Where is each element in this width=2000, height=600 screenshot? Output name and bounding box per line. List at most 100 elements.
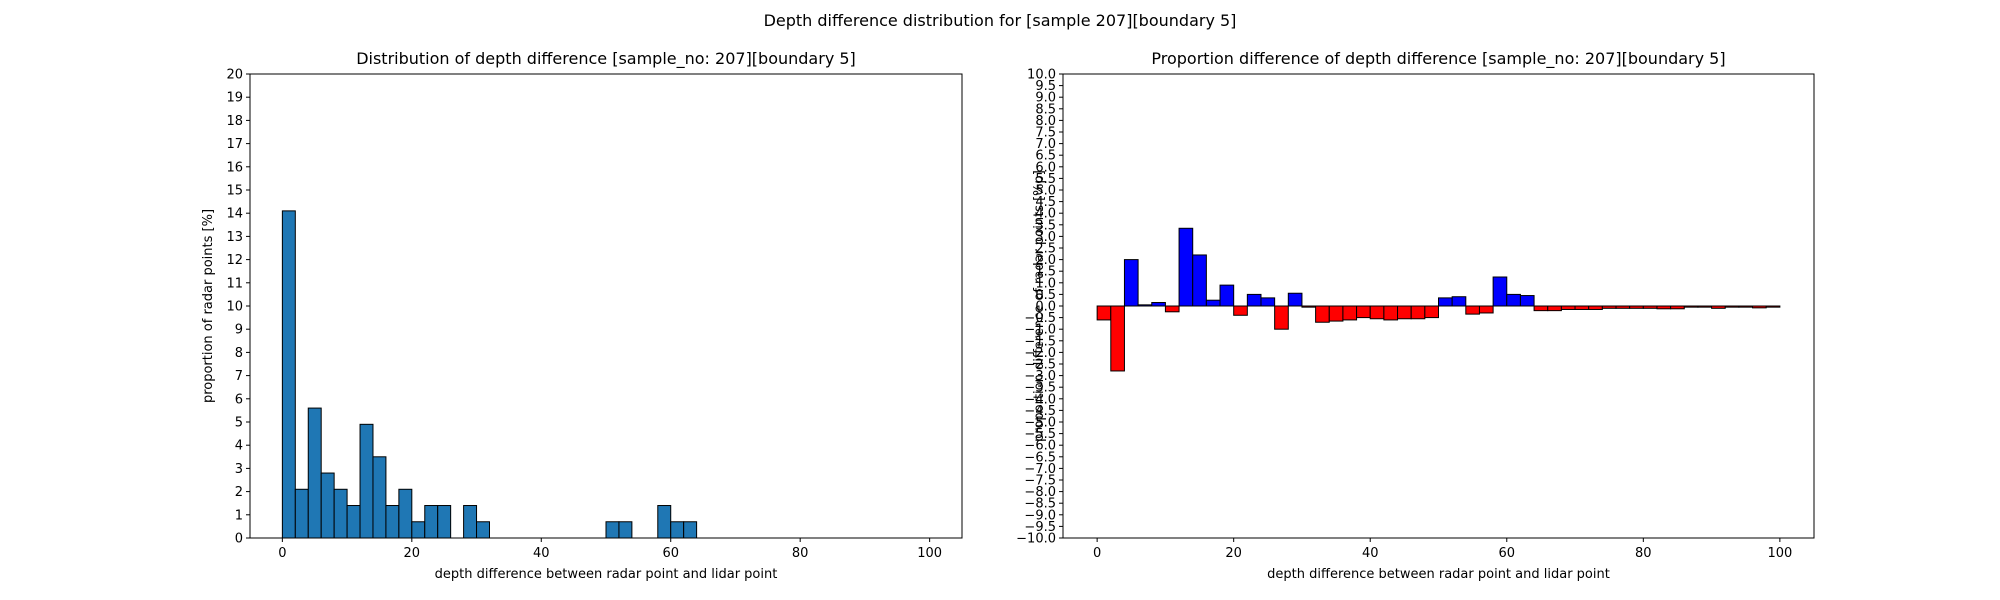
bar-50 (1438, 297, 1453, 307)
y-tick-label: 9 (235, 323, 243, 338)
y-tick-label: −2.0 (1024, 346, 1056, 361)
bar-2 (1110, 305, 1125, 372)
bar-46 (1410, 305, 1426, 320)
y-tick-label: 5.0 (1035, 184, 1056, 199)
bar-22 (424, 505, 439, 539)
y-tick-label: 3 (235, 462, 243, 477)
y-tick-label: 13 (226, 230, 243, 245)
bar-10 (1164, 305, 1180, 313)
y-tick-label: 11 (226, 276, 243, 291)
bar-4 (307, 407, 322, 539)
y-tick-label: −3.5 (1024, 381, 1056, 396)
y-tick-label: 1.0 (1035, 276, 1056, 291)
y-tick-label: −2.5 (1024, 358, 1056, 373)
bar-20 (1233, 305, 1248, 316)
bar-60 (670, 521, 685, 539)
bar-18 (398, 488, 413, 539)
y-tick-label: −6.5 (1024, 450, 1056, 465)
y-tick-label: 4.0 (1035, 207, 1056, 222)
x-tick-label: 40 (533, 546, 550, 561)
y-tick-label: 7.5 (1035, 126, 1056, 141)
bar-98 (1765, 305, 1781, 308)
bar-90 (1711, 305, 1726, 309)
y-tick-label: 9.0 (1035, 91, 1056, 106)
bar-42 (1383, 305, 1399, 321)
bar-54 (1465, 305, 1480, 315)
y-tick-label: 9.5 (1035, 79, 1056, 94)
bar-10 (346, 505, 361, 539)
x-tick-label: 80 (1635, 546, 1652, 561)
y-tick-label: 1.5 (1035, 265, 1056, 280)
distribution-chart: Distribution of depth difference [sample… (201, 49, 963, 582)
y-tick-label: 14 (226, 207, 243, 222)
y-tick-label: 4 (235, 439, 243, 454)
bar-12 (1178, 227, 1194, 307)
y-tick-label: −10.0 (1016, 532, 1056, 547)
bar-70 (1574, 305, 1590, 310)
bar-26 (1274, 305, 1289, 330)
bar-62 (683, 521, 698, 539)
bar-82 (1656, 305, 1672, 310)
y-tick-label: 3.5 (1035, 218, 1056, 233)
bar-2 (294, 488, 309, 539)
bar-28 (463, 505, 478, 539)
y-tick-label: −8.0 (1024, 485, 1056, 500)
bar-76 (1615, 305, 1631, 309)
bar-52 (1451, 296, 1467, 307)
y-tick-label: 7 (235, 369, 243, 384)
y-tick-label: 20 (226, 68, 243, 83)
y-tick-label: −4.0 (1024, 392, 1056, 407)
bar-8 (333, 488, 348, 539)
y-tick-label: 19 (226, 91, 243, 106)
bar-30 (476, 521, 490, 539)
x-tick-label: 60 (1498, 546, 1515, 561)
bar-36 (1342, 305, 1358, 321)
bar-34 (1328, 305, 1344, 322)
y-tick-label: 0.5 (1035, 288, 1056, 303)
bar-64 (1533, 305, 1549, 312)
y-tick-label: −8.5 (1024, 497, 1056, 512)
bar-14 (372, 456, 387, 539)
y-tick-label: 17 (226, 137, 243, 152)
x-axis-label: depth difference between radar point and… (435, 567, 778, 582)
bar-20 (411, 521, 426, 539)
bar-30 (1301, 305, 1317, 308)
bar-22 (1246, 293, 1262, 307)
y-tick-label: 2 (235, 485, 243, 500)
x-tick-label: 20 (404, 546, 421, 561)
x-tick-label: 100 (917, 546, 942, 561)
bar-60 (1506, 293, 1521, 307)
bar-86 (1683, 305, 1699, 308)
y-tick-label: 8.5 (1035, 102, 1056, 117)
y-axis-label: proportion difference of radar points [%… (1032, 170, 1047, 442)
y-tick-label: 16 (226, 160, 243, 175)
chart-title: Distribution of depth difference [sample… (356, 49, 856, 69)
y-tick-label: 1 (235, 508, 243, 523)
bar-62 (1519, 295, 1535, 307)
y-tick-label: 4.5 (1035, 195, 1056, 210)
bar-94 (1738, 305, 1754, 308)
bar-38 (1356, 305, 1371, 319)
y-tick-label: 10 (226, 300, 243, 315)
y-tick-label: −1.0 (1024, 323, 1056, 338)
y-tick-label: 6 (235, 392, 243, 407)
bar-92 (1724, 305, 1740, 308)
y-tick-label: 12 (226, 253, 243, 268)
bar-16 (1205, 299, 1221, 307)
bar-72 (1588, 305, 1603, 310)
bar-16 (385, 505, 400, 539)
bar-24 (1260, 297, 1276, 307)
y-tick-label: −5.5 (1024, 427, 1056, 442)
y-tick-label: 8.0 (1035, 114, 1056, 129)
y-tick-label: −1.5 (1024, 334, 1056, 349)
bar-52 (618, 521, 633, 539)
x-tick-label: 0 (1093, 546, 1101, 561)
y-tick-label: 0 (235, 532, 243, 547)
bar-58 (1492, 276, 1508, 307)
x-axis-label: depth difference between radar point and… (1267, 567, 1610, 582)
y-tick-label: 2.0 (1035, 253, 1056, 268)
y-tick-label: 18 (226, 114, 243, 129)
bar-44 (1397, 305, 1412, 320)
y-tick-label: 15 (226, 184, 243, 199)
